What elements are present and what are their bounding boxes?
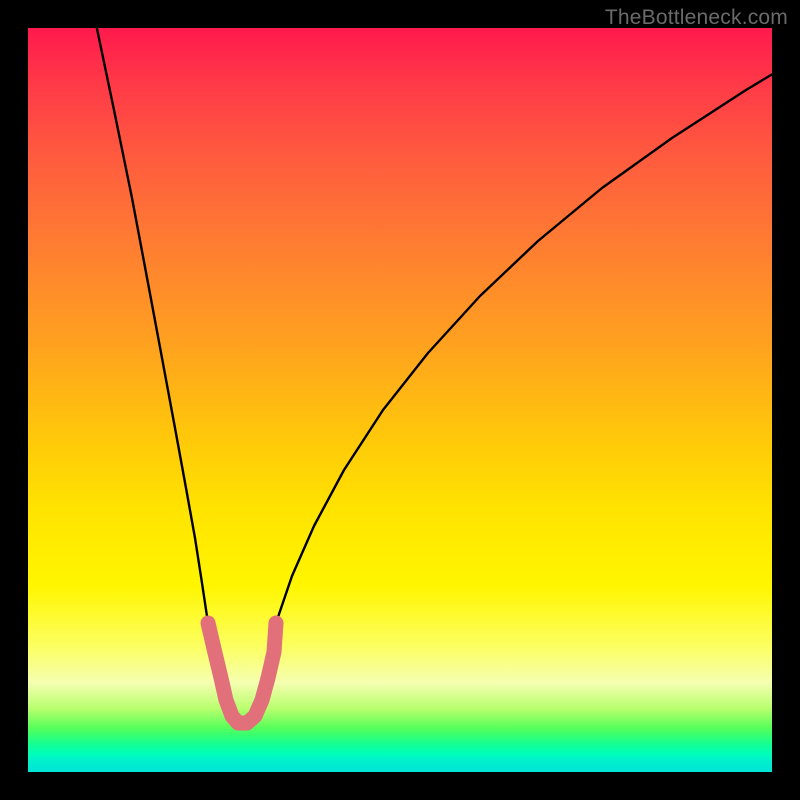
curve-layer <box>28 28 772 772</box>
right-branch-line <box>276 72 772 623</box>
left-branch-line <box>96 28 208 623</box>
plot-area <box>28 28 772 772</box>
chart-container: TheBottleneck.com <box>0 0 800 800</box>
watermark-text: TheBottleneck.com <box>605 6 788 30</box>
trough-highlight <box>208 623 276 723</box>
